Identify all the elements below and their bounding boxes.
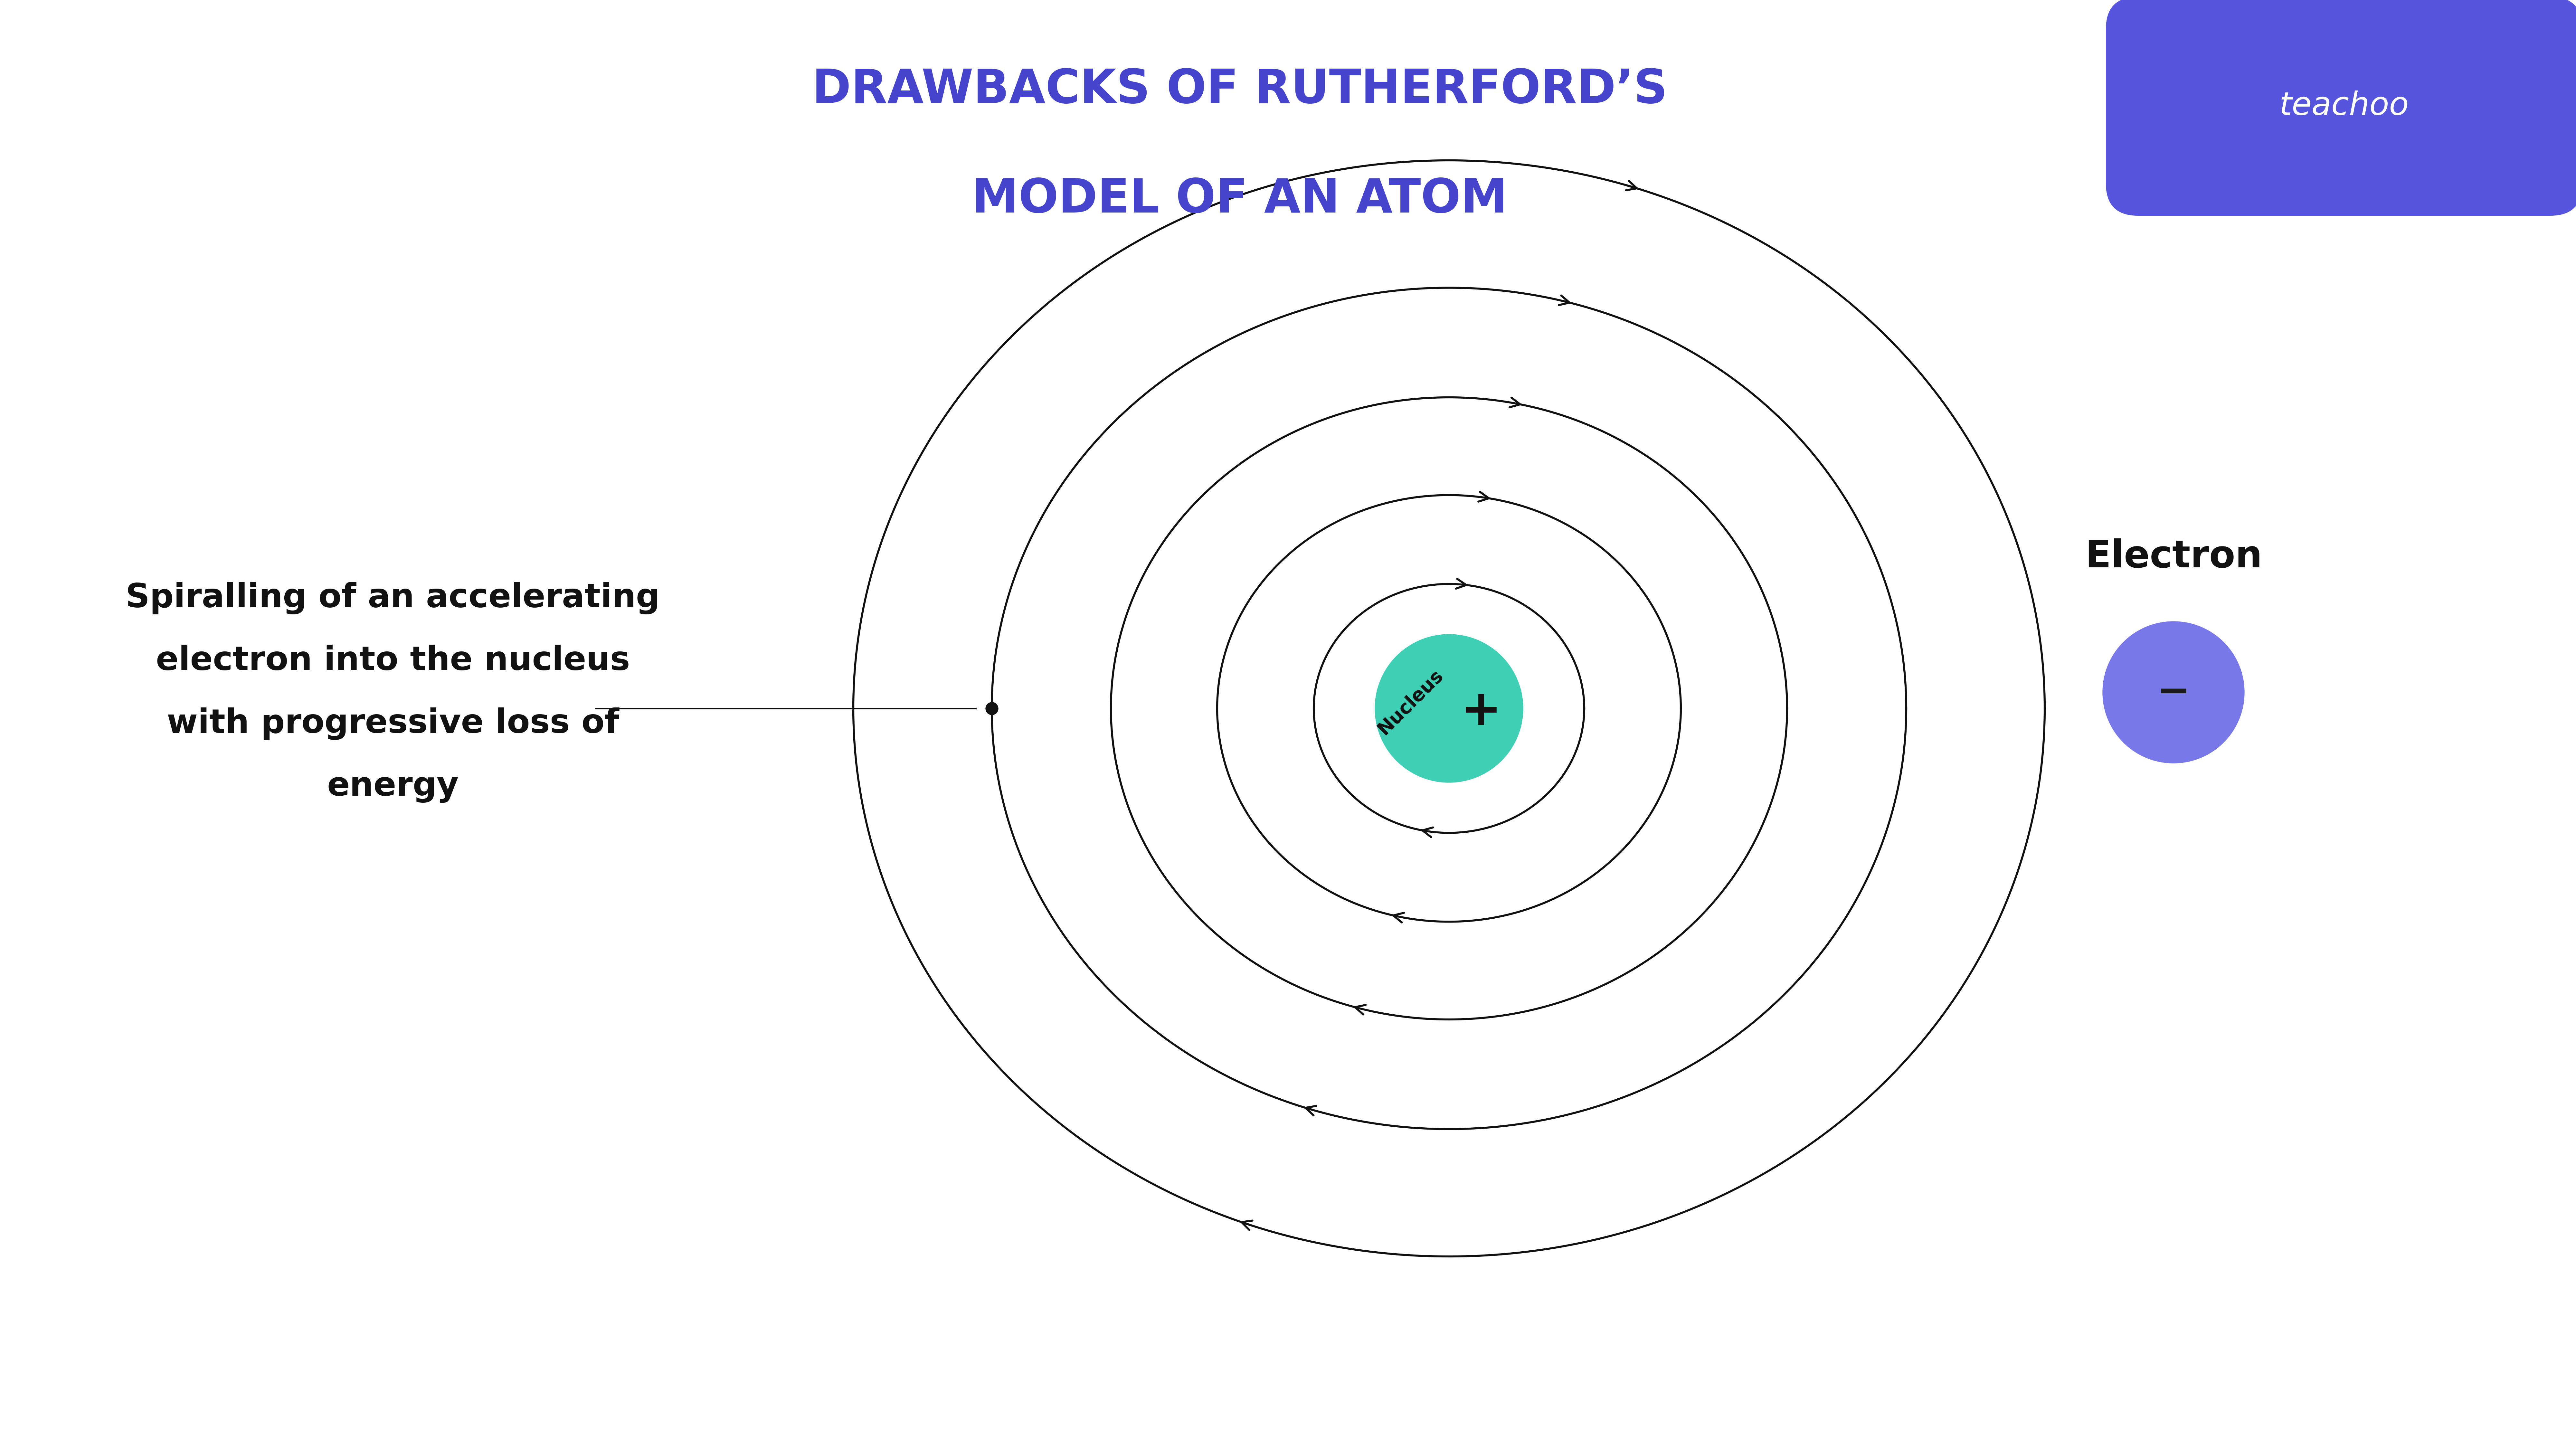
Text: with progressive loss of: with progressive loss of — [167, 707, 618, 740]
Text: Nucleus: Nucleus — [1373, 665, 1448, 738]
Text: +: + — [1461, 688, 1502, 736]
Circle shape — [1376, 635, 1522, 782]
Circle shape — [2102, 622, 2244, 764]
Text: electron into the nucleus: electron into the nucleus — [155, 645, 631, 677]
Text: MODEL OF AN ATOM: MODEL OF AN ATOM — [971, 177, 1507, 222]
FancyBboxPatch shape — [2107, 0, 2576, 216]
Text: DRAWBACKS OF RUTHERFORD’S: DRAWBACKS OF RUTHERFORD’S — [811, 68, 1667, 113]
Text: −: − — [2156, 672, 2190, 711]
Text: Electron: Electron — [2084, 539, 2262, 575]
Text: Spiralling of an accelerating: Spiralling of an accelerating — [126, 582, 659, 614]
Text: energy: energy — [327, 771, 459, 803]
Text: teachoo: teachoo — [2280, 91, 2409, 122]
